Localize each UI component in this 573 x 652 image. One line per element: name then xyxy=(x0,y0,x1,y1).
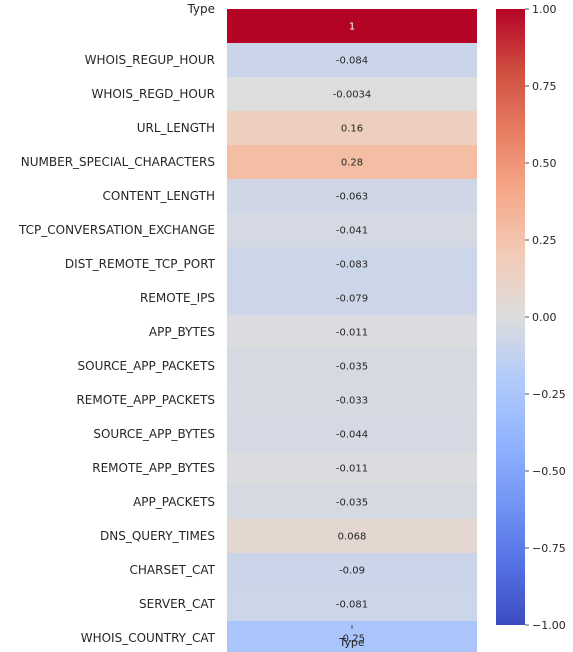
row-label: REMOTE_APP_BYTES xyxy=(92,461,215,475)
row-label: WHOIS_COUNTRY_CAT xyxy=(81,631,216,645)
colorbar-tick-label: −0.25 xyxy=(532,388,566,401)
row-label: SOURCE_APP_PACKETS xyxy=(78,359,215,373)
heatmap-cell xyxy=(227,247,477,282)
heatmap-cell xyxy=(227,43,477,78)
row-label: DIST_REMOTE_TCP_PORT xyxy=(65,257,216,271)
heatmap-cell xyxy=(227,553,477,588)
colorbar-ticks: 1.00 0.75 0.50 0.25 0.00 −0.25 −0.50 −0.75 −1.00 xyxy=(525,3,566,632)
heatmap-cell xyxy=(227,451,477,486)
x-axis: Type xyxy=(338,625,365,649)
heatmap-cell xyxy=(227,485,477,520)
cell-value-label: 0.068 xyxy=(338,532,367,543)
colorbar-tick-label: 1.00 xyxy=(532,3,557,16)
cell-value-label: -0.044 xyxy=(336,430,368,441)
cell-value-label: -0.25 xyxy=(339,634,365,645)
row-label: REMOTE_APP_PACKETS xyxy=(76,393,215,407)
cell-value-label: 0.16 xyxy=(341,124,363,135)
cell-value-label: -0.041 xyxy=(336,226,368,237)
heatmap-cells: 1 -0.084 -0.0034 0.16 0.28 -0.063 -0.041 -0.083… xyxy=(227,9,477,652)
heatmap-cell xyxy=(227,587,477,622)
colorbar-tick-label: 0.50 xyxy=(532,157,557,170)
colorbar-tick-label: −0.75 xyxy=(532,542,566,555)
cell-value-label: -0.033 xyxy=(336,396,368,407)
heatmap-cell xyxy=(227,9,477,44)
row-label: Type xyxy=(186,2,215,16)
cell-value-label: -0.035 xyxy=(336,498,368,509)
heatmap-cell xyxy=(227,383,477,418)
row-label: CONTENT_LENGTH xyxy=(103,189,216,203)
row-label: APP_BYTES xyxy=(149,325,215,339)
cell-value-label: -0.011 xyxy=(336,464,368,475)
cell-value-label: -0.079 xyxy=(336,294,368,305)
colorbar-gradient xyxy=(496,9,525,625)
cell-value-label: -0.081 xyxy=(336,600,368,611)
row-label: SOURCE_APP_BYTES xyxy=(93,427,215,441)
cell-value-label: -0.035 xyxy=(336,362,368,373)
row-label: SERVER_CAT xyxy=(139,597,216,611)
cell-value-label: -0.0034 xyxy=(333,90,372,101)
cell-value-label: -0.083 xyxy=(336,260,368,271)
row-label: URL_LENGTH xyxy=(137,121,215,135)
cell-value-label: 1 xyxy=(349,22,355,33)
heatmap-cell xyxy=(227,349,477,384)
colorbar-tick-label: −1.00 xyxy=(532,619,566,632)
heatmap-cell xyxy=(227,145,477,180)
cell-value-label: -0.084 xyxy=(336,56,368,67)
row-label: CHARSET_CAT xyxy=(130,563,216,577)
heatmap-cell xyxy=(227,519,477,554)
cell-value-label: -0.09 xyxy=(339,566,365,577)
cell-value-label: 0.28 xyxy=(341,158,363,169)
heatmap-cell xyxy=(227,213,477,248)
row-label: WHOIS_REGD_HOUR xyxy=(91,87,215,101)
heatmap-cell xyxy=(227,315,477,350)
heatmap-cell xyxy=(227,417,477,452)
row-label: APP_PACKETS xyxy=(133,495,215,509)
cell-value-label: -0.011 xyxy=(336,328,368,339)
heatmap-cell xyxy=(227,111,477,146)
row-label: DNS_QUERY_TIMES xyxy=(100,529,215,543)
heatmap-cell xyxy=(227,77,477,112)
x-axis-column-label: Type xyxy=(338,636,364,649)
row-label: NUMBER_SPECIAL_CHARACTERS xyxy=(21,155,215,169)
row-label: REMOTE_IPS xyxy=(140,291,215,305)
colorbar-tick-label: 0.00 xyxy=(532,311,557,324)
colorbar-tick-label: 0.75 xyxy=(532,80,557,93)
colorbar-tick-label: −0.50 xyxy=(532,465,566,478)
heatmap-cell xyxy=(227,179,477,214)
row-labels: Type WHOIS_REGUP_HOUR WHOIS_REGD_HOUR URL_L… xyxy=(18,2,216,645)
colorbar: 1.00 0.75 0.50 0.25 0.00 −0.25 −0.50 −0.75 −1.00 xyxy=(496,3,566,632)
colorbar-tick-label: 0.25 xyxy=(532,234,557,247)
heatmap-cell xyxy=(227,281,477,316)
cell-value-label: -0.063 xyxy=(336,192,368,203)
row-label: TCP_CONVERSATION_EXCHANGE xyxy=(18,223,215,237)
row-label: WHOIS_REGUP_HOUR xyxy=(85,53,215,67)
